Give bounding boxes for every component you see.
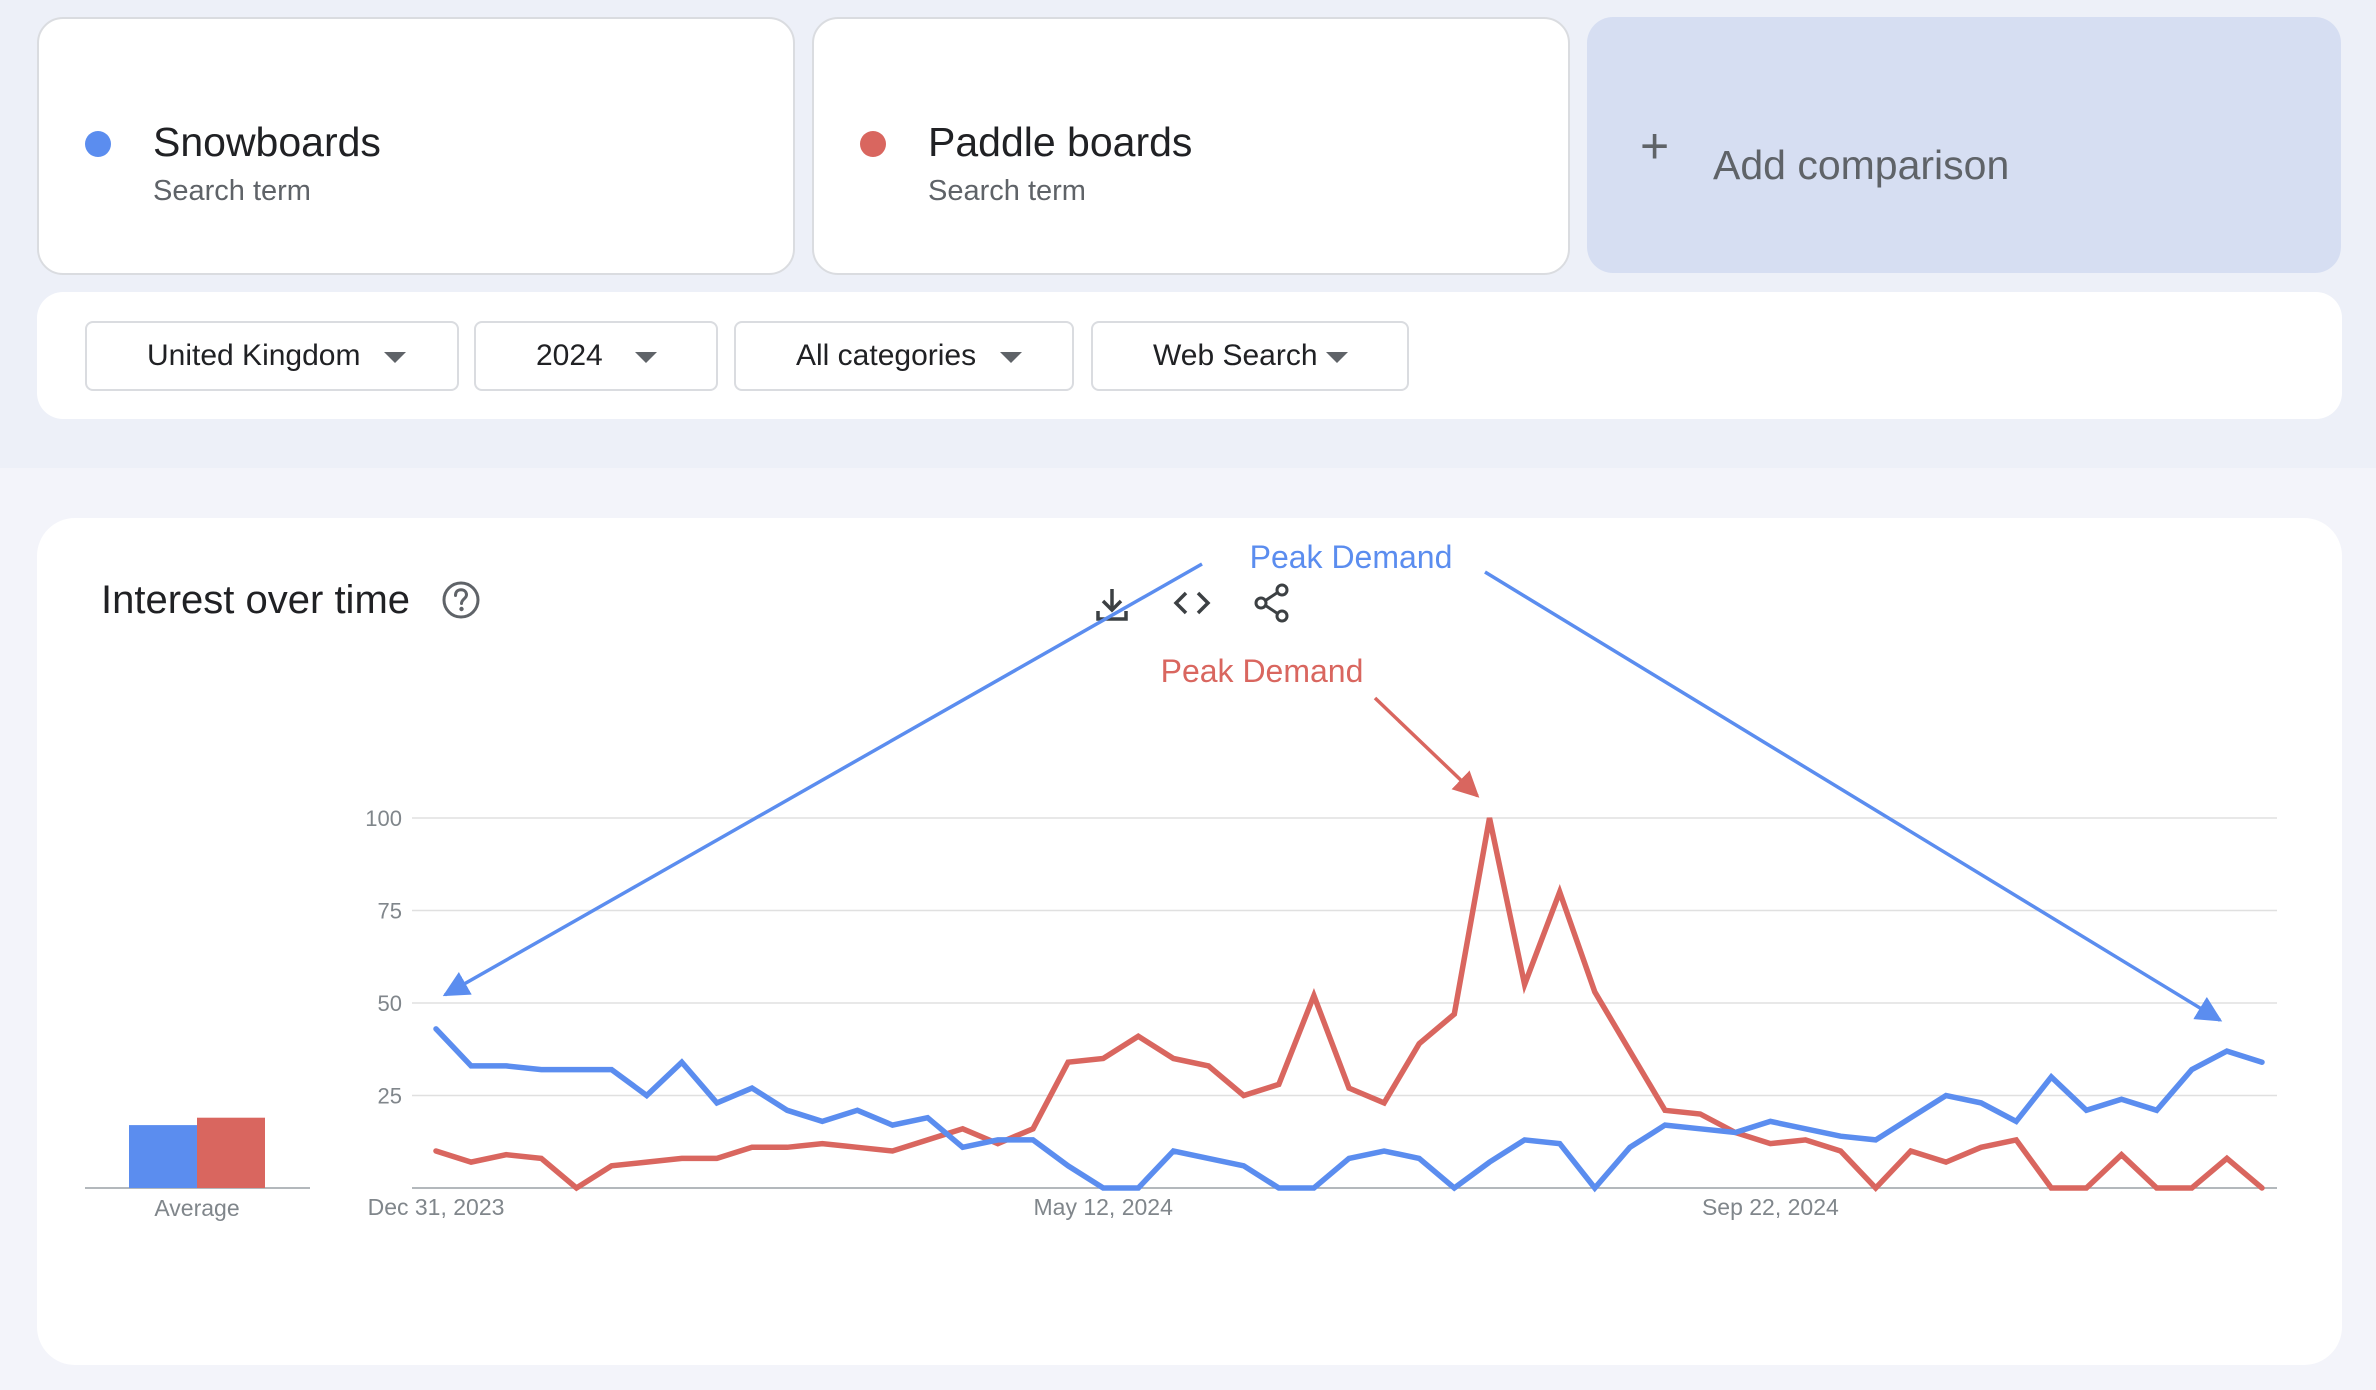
term-subtitle: Search term: [153, 175, 311, 207]
series-line-paddle-boards: [433, 817, 2265, 1192]
average-label: Average: [154, 1195, 239, 1221]
series-color-dot: [85, 131, 111, 157]
y-tick-label: 50: [378, 991, 402, 1016]
category-dropdown[interactable]: All categories: [734, 321, 1074, 391]
term-subtitle: Search term: [928, 175, 1086, 207]
share-icon[interactable]: [1250, 581, 1294, 625]
annotation-arrow-left: [442, 562, 1203, 997]
series-line-snowboards: [433, 1026, 2265, 1193]
y-tick-label: 75: [378, 899, 402, 924]
region-dropdown[interactable]: United Kingdom: [85, 321, 459, 391]
annotation-label-paddle-boards: Peak Demand: [1161, 653, 1364, 689]
x-tick-label: May 12, 2024: [1034, 1194, 1174, 1220]
average-bar-paddle-boards: [197, 1117, 265, 1188]
grid-lines: 100 75 50 25 Dec 31, 2023 May 12, 2024 Sep 22,…: [365, 806, 2277, 1220]
annotation-arrow-right: [1484, 570, 2223, 1022]
help-icon[interactable]: [441, 580, 481, 620]
dropdown-label: All categories: [796, 339, 977, 372]
time-range-dropdown[interactable]: 2024: [474, 321, 718, 391]
chevron-down-icon: [635, 352, 657, 363]
term-card-snowboards[interactable]: Snowboards Search term: [37, 17, 795, 275]
dropdown-label: Web Search: [1153, 339, 1318, 372]
annotation-label-snowboards: Peak Demand: [1250, 539, 1453, 575]
annotations: Peak Demand Peak Demand: [442, 539, 2223, 1022]
average-bar-snowboards: [129, 1125, 197, 1188]
card-title: Interest over time: [101, 578, 411, 622]
add-comparison-button[interactable]: + Add comparison: [1587, 17, 2341, 273]
add-comparison-label: Add comparison: [1713, 142, 2010, 188]
x-tick-label: Dec 31, 2023: [368, 1194, 505, 1220]
y-tick-label: 25: [378, 1084, 402, 1109]
interest-over-time-card: Interest over time: [37, 518, 2342, 1365]
term-name[interactable]: Snowboards: [153, 119, 381, 165]
dropdown-label: 2024: [536, 339, 603, 372]
x-tick-label: Sep 22, 2024: [1702, 1194, 1839, 1220]
dropdown-label: United Kingdom: [147, 339, 361, 372]
y-tick-label: 100: [365, 806, 402, 831]
chevron-down-icon: [1000, 352, 1022, 363]
term-card-paddle-boards[interactable]: Paddle boards Search term: [812, 17, 1570, 275]
chevron-down-icon: [384, 352, 406, 363]
average-bars: Average: [85, 1117, 310, 1221]
series-color-dot: [860, 131, 886, 157]
term-name[interactable]: Paddle boards: [928, 119, 1193, 165]
filter-bar: United Kingdom 2024 All categories Web S…: [37, 292, 2342, 419]
chevron-down-icon: [1326, 352, 1348, 363]
series-lines: [433, 817, 2265, 1193]
embed-icon[interactable]: [1170, 581, 1214, 625]
annotation-arrow-peak: [1373, 696, 1480, 798]
download-icon[interactable]: [1090, 583, 1134, 627]
plus-icon: +: [1640, 118, 1670, 174]
search-type-dropdown[interactable]: Web Search: [1091, 321, 1409, 391]
